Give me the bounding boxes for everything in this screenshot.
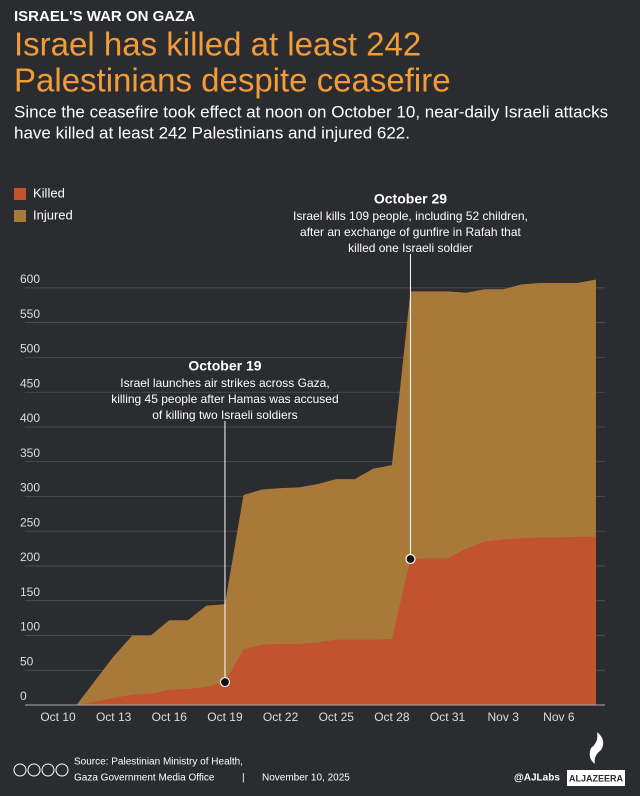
y-tick-label: 100 bbox=[20, 620, 40, 634]
subtitle: Since the ceasefire took effect at noon … bbox=[14, 102, 608, 121]
x-tick-label: Oct 19 bbox=[207, 710, 243, 724]
x-tick-label: Oct 31 bbox=[430, 710, 466, 724]
source: Gaza Government Media Office bbox=[74, 773, 215, 784]
legend-label: Injured bbox=[33, 207, 73, 222]
logo-emblem bbox=[589, 732, 604, 764]
annotation-text: Israel launches air strikes across Gaza, bbox=[120, 376, 329, 390]
separator: | bbox=[242, 773, 245, 784]
y-tick-label: 600 bbox=[20, 272, 40, 286]
y-tick-label: 200 bbox=[20, 550, 40, 564]
annotation-text: killed one Israeli soldier bbox=[348, 241, 473, 255]
annotation-title: October 19 bbox=[188, 358, 261, 374]
x-tick-label: Oct 13 bbox=[96, 710, 132, 724]
handle: @AJLabs bbox=[514, 773, 560, 784]
source: Source: Palestinian Ministry of Health, bbox=[74, 757, 243, 768]
area bbox=[58, 536, 596, 705]
chart-title: Palestinians despite ceasefire bbox=[14, 62, 451, 99]
subtitle: have killed at least 242 Palestinians an… bbox=[14, 123, 410, 142]
annotation-title: October 29 bbox=[374, 191, 447, 207]
header: ISRAEL'S WAR ON GAZA bbox=[14, 8, 195, 25]
y-tick-label: 500 bbox=[20, 342, 40, 356]
y-tick-label: 250 bbox=[20, 515, 40, 529]
x-tick-label: Nov 3 bbox=[488, 710, 520, 724]
annotation-dot bbox=[219, 676, 231, 688]
annotation-text: after an exchange of gunfire in Rafah th… bbox=[300, 225, 521, 239]
y-tick-label: 50 bbox=[20, 654, 34, 668]
cc-icon bbox=[13, 763, 27, 777]
chart-title: Israel has killed at least 242 bbox=[14, 26, 421, 63]
annotation-text: Israel kills 109 people, including 52 ch… bbox=[293, 209, 528, 223]
y-tick-label: 300 bbox=[20, 481, 40, 495]
y-tick-label: 0 bbox=[20, 689, 27, 703]
brand: ALJAZEERA bbox=[569, 773, 624, 783]
x-tick-label: Oct 10 bbox=[40, 710, 76, 724]
legend-label: Killed bbox=[33, 185, 65, 200]
cc-icon bbox=[41, 763, 55, 777]
y-tick-label: 450 bbox=[20, 376, 40, 390]
y-tick-label: 350 bbox=[20, 446, 40, 460]
y-tick-label: 400 bbox=[20, 411, 40, 425]
x-tick-label: Nov 6 bbox=[543, 710, 575, 724]
x-tick-label: Oct 25 bbox=[319, 710, 355, 724]
legend-swatch bbox=[14, 210, 26, 222]
x-tick-label: Oct 22 bbox=[263, 710, 299, 724]
x-tick-label: Oct 16 bbox=[152, 710, 188, 724]
annotation-text: killing 45 people after Hamas was accuse… bbox=[111, 392, 338, 406]
cc-icon bbox=[27, 763, 41, 777]
legend-swatch bbox=[14, 188, 26, 200]
cc-icon bbox=[55, 763, 69, 777]
y-tick-label: 150 bbox=[20, 585, 40, 599]
annotation-dot bbox=[405, 553, 416, 565]
date: November 10, 2025 bbox=[262, 773, 350, 784]
y-tick-label: 550 bbox=[20, 307, 40, 321]
logo-box bbox=[567, 770, 625, 786]
x-tick-label: Oct 28 bbox=[374, 710, 410, 724]
annotation-text: of killing two Israeli soldiers bbox=[152, 408, 297, 422]
footer: Source: Palestinian Ministry of Health, … bbox=[13, 732, 625, 786]
